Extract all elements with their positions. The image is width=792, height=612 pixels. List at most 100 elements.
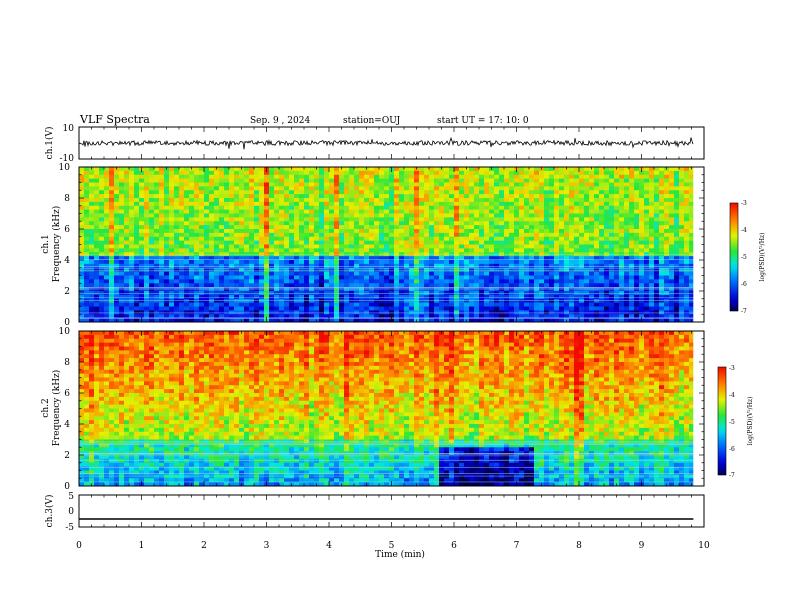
spectrogram-cell	[169, 232, 175, 238]
spectrogram-cell	[259, 213, 265, 218]
spectrogram-cell	[344, 248, 350, 253]
spectrogram-cell	[349, 209, 355, 214]
spectrogram-cell	[154, 260, 160, 265]
spectrogram-cell	[229, 275, 235, 280]
spectrogram-cell	[374, 174, 380, 179]
spectrogram-cell	[534, 170, 540, 176]
spectrogram-cell	[599, 190, 605, 195]
spectrogram-cell	[169, 225, 175, 230]
spectrogram-cell	[159, 298, 165, 303]
spectrogram-cell	[474, 167, 480, 172]
spectrogram-cell	[314, 182, 320, 187]
spectrogram-cell	[139, 314, 145, 319]
spectrogram-cell	[459, 170, 465, 176]
spectrogram-cell	[669, 256, 675, 261]
spectrogram-cell	[579, 170, 585, 176]
spectrogram-cell	[124, 267, 130, 272]
spectrogram-cell	[89, 244, 95, 249]
spectrogram-cell	[684, 318, 690, 323]
spectrogram-cell	[579, 182, 585, 187]
spectrogram-cell	[259, 294, 265, 300]
spectrogram-cell	[84, 225, 90, 230]
spectrogram-cell	[559, 283, 565, 288]
spectrogram-cell	[359, 248, 365, 253]
spectrogram-cell	[269, 318, 275, 323]
spectrogram-cell	[84, 213, 90, 218]
spectrogram-cell	[104, 209, 110, 214]
spectrogram-cell	[214, 198, 220, 203]
spectrogram-cell	[349, 310, 355, 315]
spectrogram-cell	[414, 283, 420, 288]
spectrogram-cell	[594, 263, 600, 269]
spectrogram-cell	[504, 182, 510, 187]
spectrogram-cell	[424, 275, 430, 280]
spectrogram-cell	[344, 232, 350, 238]
spectrogram-cell	[184, 229, 190, 234]
spectrogram-cell	[619, 244, 625, 249]
spectrogram-cell	[424, 240, 430, 245]
spectrogram-cell	[564, 182, 570, 187]
spectrogram-cell	[89, 201, 95, 207]
spectrogram-cell	[174, 221, 180, 226]
spectrogram-cell	[124, 167, 130, 172]
spectrogram-cell	[144, 279, 150, 284]
spectrogram-cell	[404, 267, 410, 272]
spectrogram-cell	[194, 318, 200, 323]
spectrogram-cell	[579, 205, 585, 210]
spectrogram-cell	[479, 302, 485, 307]
spectrogram-cell	[549, 190, 555, 195]
spectrogram-cell	[369, 279, 375, 284]
spectrogram-cell	[114, 232, 120, 238]
spectrogram-cell	[159, 170, 165, 176]
spectrogram-cell	[389, 186, 395, 191]
spectrogram-cell	[104, 271, 110, 276]
spectrogram-cell	[219, 194, 225, 199]
spectrogram-cell	[204, 302, 210, 307]
spectrogram-cell	[404, 182, 410, 187]
spectrogram-cell	[79, 232, 85, 238]
spectrogram-cell	[224, 318, 230, 323]
spectrogram-cell	[169, 201, 175, 207]
spectrogram-cell	[654, 263, 660, 269]
spectrogram-cell	[469, 213, 475, 218]
spectrogram-cell	[284, 244, 290, 249]
spectrogram-cell	[294, 232, 300, 238]
spectrogram-cell	[89, 186, 95, 191]
spectrogram-cell	[594, 236, 600, 241]
spectrogram-cell	[294, 225, 300, 230]
spectrogram-cell	[194, 267, 200, 272]
spectrogram-cell	[144, 186, 150, 191]
spectrogram-cell	[249, 190, 255, 195]
spectrogram-cell	[574, 294, 580, 300]
spectrogram-cell	[554, 267, 560, 272]
spectrogram-cell	[544, 271, 550, 276]
spectrogram-cell	[639, 178, 645, 183]
spectrogram-cell	[344, 310, 350, 315]
spectrogram-cell	[579, 236, 585, 241]
spectrogram-cell	[124, 232, 130, 238]
spectrogram-cell	[414, 248, 420, 253]
spectrogram-cell	[529, 318, 535, 323]
spectrogram-cell	[264, 306, 270, 311]
spectrogram-cell	[79, 167, 85, 172]
spectrogram-cell	[639, 314, 645, 319]
spectrogram-cell	[434, 256, 440, 261]
spectrogram-cell	[679, 217, 685, 222]
spectrogram-cell	[294, 310, 300, 315]
spectrogram-cell	[309, 248, 315, 253]
spectrogram-cell	[394, 186, 400, 191]
spectrogram-cell	[224, 271, 230, 276]
spectrogram-cell	[589, 306, 595, 311]
spectrogram-cell	[404, 229, 410, 234]
spectrogram-cell	[409, 225, 415, 230]
spectrogram-cell	[209, 314, 215, 319]
spectrogram-cell	[279, 201, 285, 207]
spectrogram-cell	[444, 213, 450, 218]
spectrogram-cell	[289, 275, 295, 280]
spectrogram-cell	[279, 225, 285, 230]
spectrogram-cell	[164, 256, 170, 261]
spectrogram-cell	[454, 260, 460, 265]
spectrogram-cell	[259, 310, 265, 315]
spectrogram-cell	[154, 186, 160, 191]
spectrogram-cell	[439, 306, 445, 311]
